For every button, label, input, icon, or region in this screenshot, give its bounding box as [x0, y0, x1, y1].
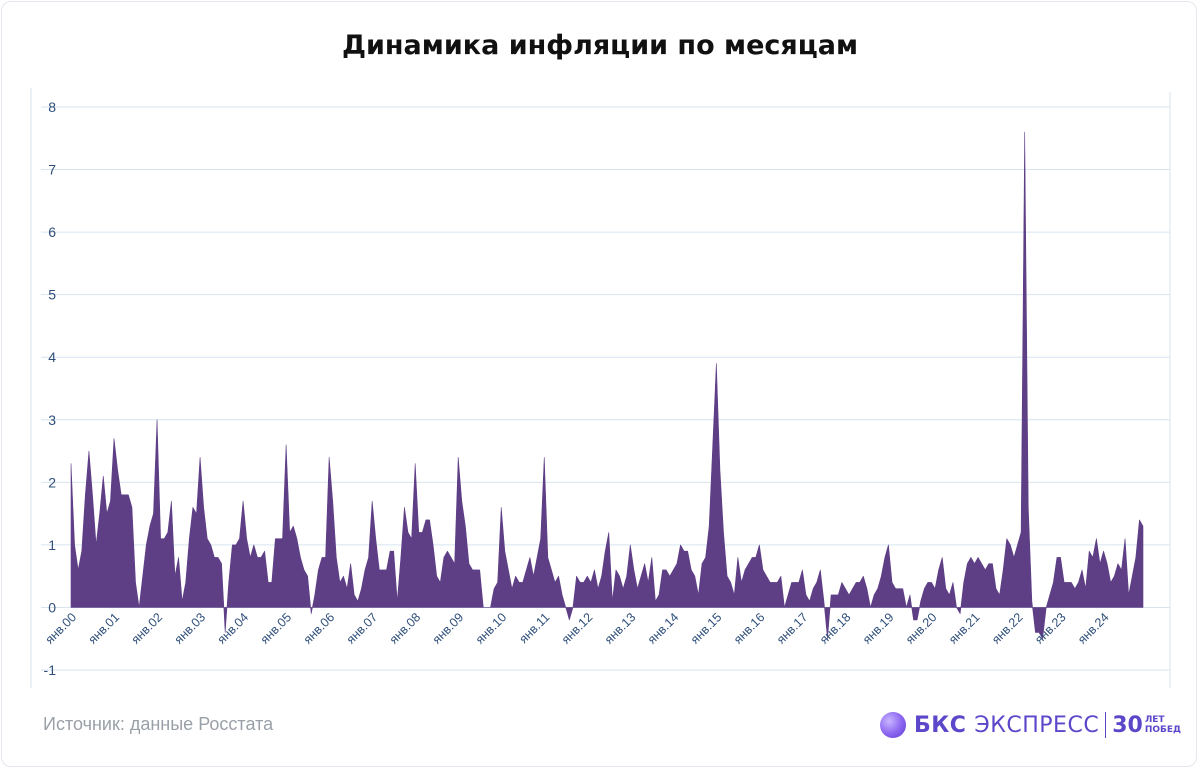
y-tick-label: 8 — [48, 99, 56, 115]
x-tick-label: янв.05 — [258, 610, 295, 647]
y-tick-label: 2 — [48, 474, 56, 490]
x-tick-label: янв.09 — [430, 610, 467, 647]
x-tick-label: янв.12 — [559, 610, 596, 647]
x-tick-label: янв.18 — [817, 610, 854, 647]
brand-product: ЭКСПРЕСС — [974, 712, 1100, 738]
x-tick-label: янв.22 — [989, 610, 1026, 647]
x-tick-label: янв.11 — [516, 610, 552, 646]
source-note: Источник: данные Росстата — [43, 714, 274, 734]
x-tick-label: янв.16 — [731, 610, 768, 647]
brand-logo: БКС ЭКСПРЕСС 30 ЛЕТ ПОБЕД — [880, 708, 1181, 742]
y-tick-label: 5 — [48, 287, 56, 303]
axes — [30, 88, 1171, 688]
x-tick-label: янв.01 — [86, 610, 123, 647]
y-tick-label: 1 — [48, 537, 56, 553]
x-tick-label: янв.06 — [301, 610, 338, 647]
y-tick-label: 7 — [48, 162, 56, 178]
x-tick-label: янв.21 — [946, 610, 983, 647]
brand-years-caption: ЛЕТ ПОБЕД — [1145, 715, 1181, 735]
chart-title: Динамика инфляции по месяцам — [341, 30, 859, 61]
series-area — [70, 131, 1144, 640]
brand-name: БКС — [914, 712, 967, 738]
brand-years-caption-line2: ПОБЕД — [1144, 725, 1182, 735]
brand-years-caption-line1: ЛЕТ — [1144, 715, 1165, 725]
x-tick-label: янв.07 — [344, 610, 381, 647]
x-tick-label: янв.15 — [688, 610, 725, 647]
x-tick-label: янв.14 — [645, 610, 682, 647]
y-tick-label: 3 — [48, 412, 56, 428]
x-tick-label: янв.10 — [473, 610, 510, 647]
y-axis-ticks: -1 0 1 2 3 4 5 6 7 8 — [44, 99, 57, 678]
x-tick-label: янв.24 — [1075, 610, 1112, 647]
x-tick-label: янв.08 — [387, 610, 424, 647]
x-tick-label: янв.00 — [43, 610, 80, 647]
y-tick-label: 6 — [48, 224, 56, 240]
x-tick-label: янв.04 — [215, 610, 252, 647]
x-tick-label: янв.17 — [774, 610, 811, 647]
x-tick-label: янв.20 — [903, 610, 940, 647]
brand-years: 30 — [1112, 712, 1143, 738]
x-tick-label: янв.02 — [129, 610, 166, 647]
brand-divider — [1105, 712, 1107, 738]
y-tick-label: 0 — [48, 599, 56, 615]
x-tick-label: янв.19 — [860, 610, 897, 647]
x-axis-ticks: янв.00 янв.01 янв.02 янв.03 янв.04 янв.05 янв.… — [43, 610, 1112, 647]
brand-logo-icon — [880, 712, 906, 738]
x-tick-label: янв.13 — [602, 610, 639, 647]
y-tick-label: -1 — [44, 662, 57, 678]
y-tick-label: 4 — [48, 349, 56, 365]
x-tick-label: янв.03 — [172, 610, 209, 647]
inflation-area — [70, 131, 1144, 640]
